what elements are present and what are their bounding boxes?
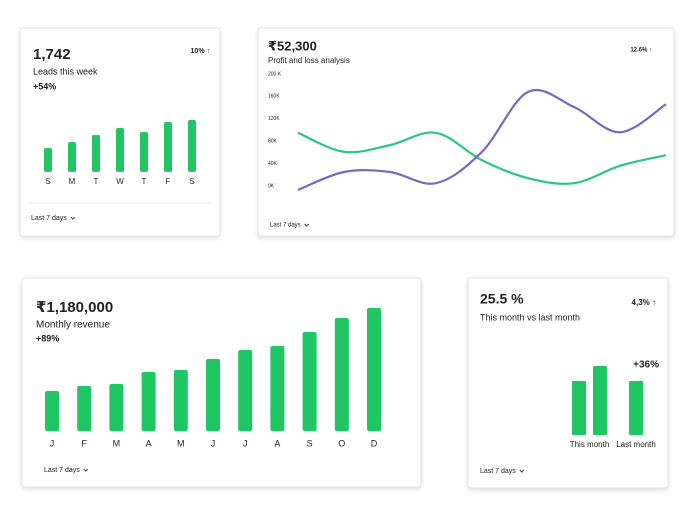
bar <box>334 318 349 431</box>
bar <box>629 381 643 435</box>
chevron <box>304 223 310 227</box>
x-tick-label: J <box>211 438 216 448</box>
card-value: 25.5 % <box>480 291 524 307</box>
x-tick-label: M <box>177 438 185 448</box>
chevron <box>519 469 525 473</box>
footer-dropdown[interactable]: Last 7 days <box>270 223 301 229</box>
bar <box>270 346 285 431</box>
card-subtitle: Leads this week <box>33 66 98 76</box>
y-tick-label: 80K <box>268 139 278 145</box>
x-tick-label: M <box>69 177 76 186</box>
x-tick-label: A <box>274 438 280 448</box>
x-tick-label: S <box>189 177 194 186</box>
bar <box>302 332 317 431</box>
y-tick-label: 160K <box>268 94 280 100</box>
x-tick-label: T <box>94 177 99 186</box>
bar <box>173 370 188 431</box>
card <box>467 277 669 489</box>
bar <box>77 386 92 431</box>
card-subtitle: Monthly revenue <box>36 320 110 331</box>
footer-dropdown[interactable]: Last 7 days <box>44 467 80 474</box>
chevron <box>83 468 89 472</box>
y-tick-label: 40K <box>268 161 278 167</box>
bar <box>68 142 76 172</box>
chevron <box>70 216 76 220</box>
card-value: ₹1,180,000 <box>36 299 113 316</box>
bar <box>92 135 100 172</box>
bar <box>238 350 253 431</box>
bar <box>116 128 124 172</box>
bar <box>109 384 124 431</box>
bar <box>44 148 52 172</box>
badge: 4,3% ↑ <box>632 298 656 307</box>
x-tick-label: O <box>338 438 345 448</box>
x-tick-label: S <box>307 438 313 448</box>
x-tick-label: J <box>50 438 55 448</box>
badge: 12.6% ↑ <box>630 48 652 54</box>
x-tick-label: S <box>45 177 50 186</box>
x-tick-label: D <box>371 438 378 448</box>
bar <box>141 372 156 431</box>
x-tick-label: J <box>243 438 248 448</box>
card-subtitle: This month vs last month <box>480 312 580 322</box>
y-tick-label: 0K <box>268 183 275 189</box>
card <box>21 277 422 488</box>
change: +89% <box>36 333 59 343</box>
bar <box>367 308 381 431</box>
x-tick-label: W <box>116 177 124 186</box>
x-tick-label: A <box>146 438 152 448</box>
x-tick-label: F <box>166 177 171 186</box>
card-value: ₹52,300 <box>268 38 317 53</box>
x-tick-label: This month <box>570 440 610 449</box>
bar <box>45 391 59 431</box>
change: +54% <box>33 81 56 91</box>
bar <box>593 366 607 435</box>
card-subtitle: Profit and loss analysis <box>268 56 350 65</box>
y-tick-label: 200 K <box>268 71 282 77</box>
x-tick-label: M <box>113 438 121 448</box>
x-tick-label: Last month <box>616 440 656 449</box>
line-series <box>297 131 667 185</box>
y-tick-label: 120K <box>268 116 280 122</box>
line-series <box>297 89 667 191</box>
bar <box>140 132 148 172</box>
x-tick-label: F <box>81 438 87 448</box>
change: +36% <box>633 360 659 371</box>
bar <box>164 122 172 172</box>
bar <box>206 359 220 431</box>
x-tick-label: T <box>142 177 147 186</box>
card-value: 1,742 <box>33 46 71 63</box>
bar <box>572 381 586 435</box>
badge: 10% ↑ <box>191 48 210 55</box>
bar <box>188 120 196 172</box>
footer-dropdown[interactable]: Last 7 days <box>480 468 516 475</box>
footer-dropdown[interactable]: Last 7 days <box>31 215 67 222</box>
